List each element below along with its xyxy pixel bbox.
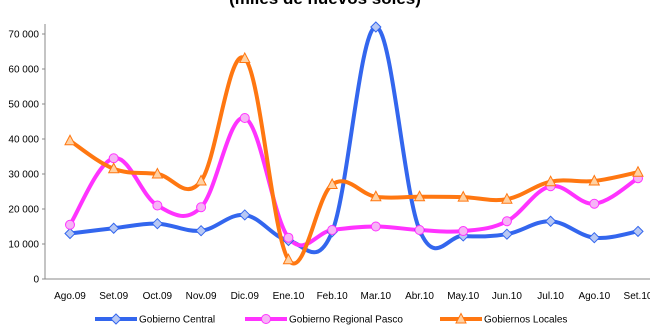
data-point-gobierno-central [544, 215, 557, 227]
data-point-gobierno-regional-pasco [283, 232, 294, 243]
x-tick-label: Nov.09 [186, 291, 217, 302]
data-point-gobierno-central [64, 227, 76, 240]
series-lines [68, 24, 640, 266]
data-point-gobierno-regional-pasco [327, 225, 338, 235]
data-point-gobiernos-locales [632, 165, 644, 177]
y-tick-label: 60 000 [8, 65, 39, 76]
data-point-gobierno-central [501, 228, 513, 240]
data-point-gobierno-regional-pasco [589, 198, 600, 209]
data-point-gobierno-central [151, 217, 164, 230]
y-tick-label: 30 000 [8, 170, 39, 181]
data-point-gobierno-regional-pasco [152, 200, 163, 211]
x-tick-label: Set.09 [99, 291, 128, 302]
x-tick-label: Dic.09 [231, 291, 260, 302]
data-point-gobierno-regional-pasco [414, 225, 425, 235]
data-point-gobierno-regional-pasco [370, 221, 381, 232]
data-point-gobierno-regional-pasco [239, 113, 250, 123]
data-point-gobierno-regional-pasco [108, 153, 119, 164]
legend-swatch-marker [455, 312, 467, 324]
data-point-gobiernos-locales [501, 192, 513, 204]
x-tick-label: Ago.09 [54, 291, 86, 302]
data-point-gobierno-central [632, 225, 644, 238]
data-point-gobiernos-locales [413, 190, 426, 202]
data-point-gobierno-central [107, 222, 120, 234]
legend-label: Gobierno Central [139, 315, 215, 326]
y-tick-label: 40 000 [8, 135, 39, 146]
x-tick-label: Abr.10 [405, 291, 434, 302]
data-point-gobierno-central [195, 224, 207, 237]
x-tick-label: Ago.10 [578, 291, 610, 302]
x-tick-label: May.10 [447, 291, 479, 302]
data-point-gobiernos-locales [370, 190, 382, 202]
series-markers [64, 21, 644, 265]
y-tick-label: 50 000 [8, 100, 39, 111]
data-point-gobierno-central [239, 209, 251, 221]
y-tick-label: 70 000 [8, 30, 39, 41]
y-ticks: 0 10 000 20 000 30 000 40 000 50 000 60 000 70 … [8, 30, 45, 286]
data-point-gobiernos-locales [107, 162, 120, 174]
data-point-gobiernos-locales [151, 167, 164, 179]
x-ticks: Ago.09 Set.09 Oct.09 Nov.09 Dic.09 Ene.10 Feb.… [54, 291, 650, 302]
x-tick-label: Ene.10 [273, 291, 305, 302]
legend-swatch-marker [261, 314, 271, 324]
data-point-gobiernos-locales [64, 134, 76, 146]
data-point-gobierno-regional-pasco [501, 216, 512, 227]
legend-label: Gobierno Regional Pasco [289, 315, 403, 326]
data-point-gobierno-regional-pasco [458, 226, 469, 237]
y-tick-label: 0 [33, 275, 39, 286]
series-line-gobierno-central [69, 24, 639, 255]
data-point-gobierno-central [588, 231, 601, 244]
data-point-gobierno-central [370, 21, 382, 33]
legend-label: Gobiernos Locales [484, 315, 567, 326]
chart-title: (miles de nuevos soles) [229, 0, 421, 8]
series-line-gobiernos-locales [68, 55, 639, 266]
x-tick-label: Set.10 [624, 291, 650, 302]
x-tick-label: Jul.10 [537, 291, 564, 302]
data-point-gobiernos-locales [195, 174, 207, 186]
x-tick-label: Oct.09 [143, 291, 173, 302]
x-tick-label: Mar.10 [361, 291, 392, 302]
data-point-gobiernos-locales [457, 190, 470, 202]
data-point-gobiernos-locales [544, 175, 557, 187]
x-tick-label: Feb.10 [317, 291, 349, 302]
legend-swatch-marker [110, 313, 122, 325]
legend: Gobierno Central Gobierno Regional Pasco G… [95, 312, 567, 326]
data-point-gobierno-regional-pasco [65, 219, 75, 230]
x-tick-label: Jun.10 [492, 291, 522, 302]
data-point-gobiernos-locales [238, 51, 251, 63]
data-point-gobierno-regional-pasco [196, 202, 207, 213]
data-point-gobiernos-locales [326, 177, 338, 189]
y-tick-label: 10 000 [8, 240, 39, 251]
data-point-gobiernos-locales [282, 253, 295, 265]
data-point-gobiernos-locales [588, 174, 601, 186]
y-tick-label: 20 000 [8, 205, 39, 216]
